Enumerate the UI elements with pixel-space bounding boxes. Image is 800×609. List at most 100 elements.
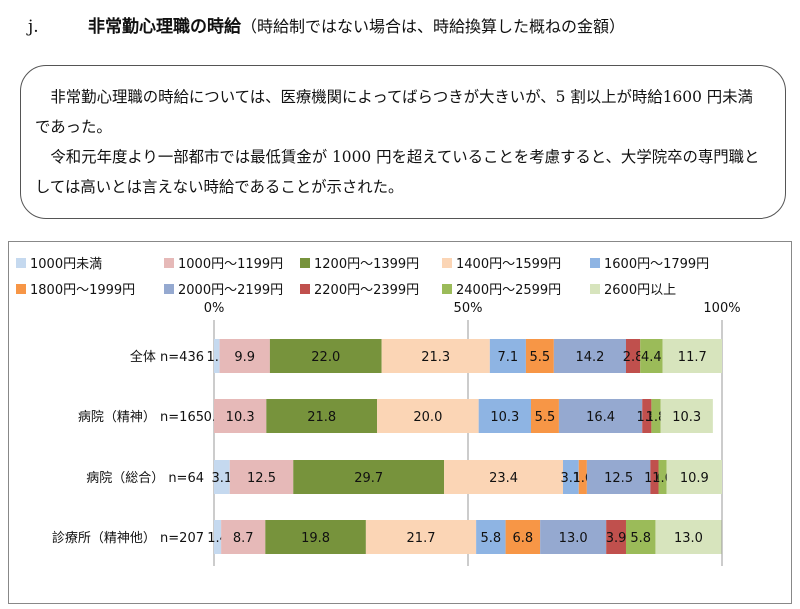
legend-swatch-5 xyxy=(590,258,600,268)
legend-swatch-2 xyxy=(164,258,174,268)
category-label-1: 全体 n=436 xyxy=(130,349,204,365)
data-label-2-5: 10.3 xyxy=(490,410,519,425)
bar-segment-4-8 xyxy=(606,520,626,554)
axis-tick-label-3: 100% xyxy=(703,301,740,316)
bar-segment-2-5 xyxy=(478,399,531,433)
bar-segment-2-6 xyxy=(530,399,559,433)
data-label-2-4: 20.0 xyxy=(413,410,442,425)
data-label-1-9: 4.4 xyxy=(641,350,662,365)
data-label-3-7: 12.5 xyxy=(604,471,633,486)
data-label-1-2: 9.9 xyxy=(234,350,255,365)
legend-label-8: 2200円～2399円 xyxy=(314,283,419,298)
axis-tick-label-1: 0% xyxy=(204,301,225,316)
data-label-4-4: 21.7 xyxy=(407,531,436,546)
data-label-4-2: 8.7 xyxy=(233,531,254,546)
legend-label-4: 1400円～1599円 xyxy=(456,257,561,272)
legend-swatch-8 xyxy=(300,284,310,294)
bar-segment-4-1 xyxy=(214,520,222,554)
bar-segment-3-8 xyxy=(650,460,659,494)
data-label-3-1: 3.1 xyxy=(212,471,233,486)
data-label-4-8: 3.9 xyxy=(606,531,627,546)
legend-swatch-10 xyxy=(590,284,600,294)
legend-swatch-1 xyxy=(16,258,26,268)
legend-label-10: 2600円以上 xyxy=(604,283,676,298)
bar-segment-1-2 xyxy=(219,339,270,373)
legend-swatch-4 xyxy=(442,258,452,268)
data-label-1-3: 22.0 xyxy=(311,350,340,365)
bar-segment-2-9 xyxy=(651,399,661,433)
legend-label-2: 1000円～1199円 xyxy=(178,257,283,272)
bar-segment-4-4 xyxy=(365,520,477,554)
legend-label-7: 2000円～2199円 xyxy=(178,283,283,298)
data-label-1-7: 14.2 xyxy=(575,350,604,365)
data-label-4-7: 13.0 xyxy=(559,531,588,546)
category-label-4: 診療所（精神他） n=207 xyxy=(52,530,204,546)
bar-segment-3-2 xyxy=(229,460,294,494)
data-label-1-10: 11.7 xyxy=(678,350,707,365)
bar-segment-1-9 xyxy=(640,339,663,373)
summary-paragraph-2: 令和元年度より一部都市では最低賃金が 1000 円を超えていることを考慮すると、… xyxy=(35,148,760,196)
bar-segment-4-9 xyxy=(625,520,656,554)
legend-label-3: 1200円～1399円 xyxy=(314,257,419,272)
bar-segment-1-5 xyxy=(489,339,526,373)
data-label-3-2: 12.5 xyxy=(247,471,276,486)
bar-segment-4-3 xyxy=(265,520,366,554)
legend-label-5: 1600円～1799円 xyxy=(604,257,709,272)
data-label-3-10: 10.9 xyxy=(680,471,709,486)
data-label-1-6: 5.5 xyxy=(530,350,551,365)
legend-label-9: 2400円～2599円 xyxy=(456,283,561,298)
bar-segment-4-5 xyxy=(476,520,506,554)
bar-segment-3-4 xyxy=(444,460,563,494)
data-label-4-3: 19.8 xyxy=(301,531,330,546)
bar-segment-1-8 xyxy=(625,339,641,373)
bar-segment-2-10 xyxy=(660,399,713,433)
bar-segment-2-4 xyxy=(377,399,479,433)
data-label-4-6: 6.8 xyxy=(513,531,534,546)
bar-segment-3-10 xyxy=(666,460,722,494)
data-label-1-5: 7.1 xyxy=(498,350,519,365)
bar-segment-4-2 xyxy=(221,520,266,554)
bar-segment-3-9 xyxy=(658,460,667,494)
data-label-4-9: 5.8 xyxy=(630,531,651,546)
legend-label-6: 1800円～1999円 xyxy=(30,283,135,298)
data-label-4-10: 13.0 xyxy=(674,531,703,546)
bar-segment-1-10 xyxy=(662,339,722,373)
data-label-3-5: 3.1 xyxy=(561,471,582,486)
legend-swatch-6 xyxy=(16,284,26,294)
bar-segment-2-7 xyxy=(558,399,643,433)
bar-segment-3-7 xyxy=(586,460,651,494)
axis-tick-label-2: 50% xyxy=(454,301,483,316)
chart-panel xyxy=(8,241,792,604)
data-label-1-4: 21.3 xyxy=(421,350,450,365)
data-label-4-5: 5.8 xyxy=(481,531,502,546)
data-label-3-3: 29.7 xyxy=(354,471,383,486)
data-label-2-10: 10.3 xyxy=(672,410,701,425)
legend-swatch-9 xyxy=(442,284,452,294)
data-label-1-8: 2.8 xyxy=(623,350,644,365)
summary-box: 非常勤心理職の時給については、医療機関によってばらつきが大きいが、5 割以上が時… xyxy=(20,65,786,219)
section-number: j. xyxy=(28,17,39,37)
bar-segment-3-3 xyxy=(293,460,445,494)
bar-segment-4-7 xyxy=(540,520,607,554)
legend-swatch-7 xyxy=(164,284,174,294)
summary-paragraph-1: 非常勤心理職の時給については、医療機関によってばらつきが大きいが、5 割以上が時… xyxy=(35,88,753,136)
category-label-2: 病院（精神） n=165 xyxy=(78,410,204,425)
bar-segment-1-6 xyxy=(525,339,554,373)
bar-segment-4-10 xyxy=(655,520,722,554)
legend-label-1: 1000円未満 xyxy=(30,257,102,272)
category-label-3: 病院（総合） n=64 xyxy=(86,471,204,486)
data-label-3-4: 23.4 xyxy=(489,471,518,486)
bar-segment-1-3 xyxy=(269,339,382,373)
bar-segment-4-6 xyxy=(505,520,541,554)
data-label-2-3: 21.8 xyxy=(307,410,336,425)
data-label-2-2: 10.3 xyxy=(226,410,255,425)
legend-swatch-3 xyxy=(300,258,310,268)
bar-segment-3-1 xyxy=(214,460,230,494)
bar-segment-2-3 xyxy=(266,399,378,433)
bar-segment-3-5 xyxy=(562,460,579,494)
data-label-2-6: 5.5 xyxy=(535,410,556,425)
bar-segment-2-2 xyxy=(214,399,267,433)
data-label-2-7: 16.4 xyxy=(586,410,615,425)
bar-segment-1-4 xyxy=(381,339,490,373)
section-heading: j. 非常勤心理職の時給（時給制ではない場合は、時給換算した概ねの金額） xyxy=(28,12,625,37)
